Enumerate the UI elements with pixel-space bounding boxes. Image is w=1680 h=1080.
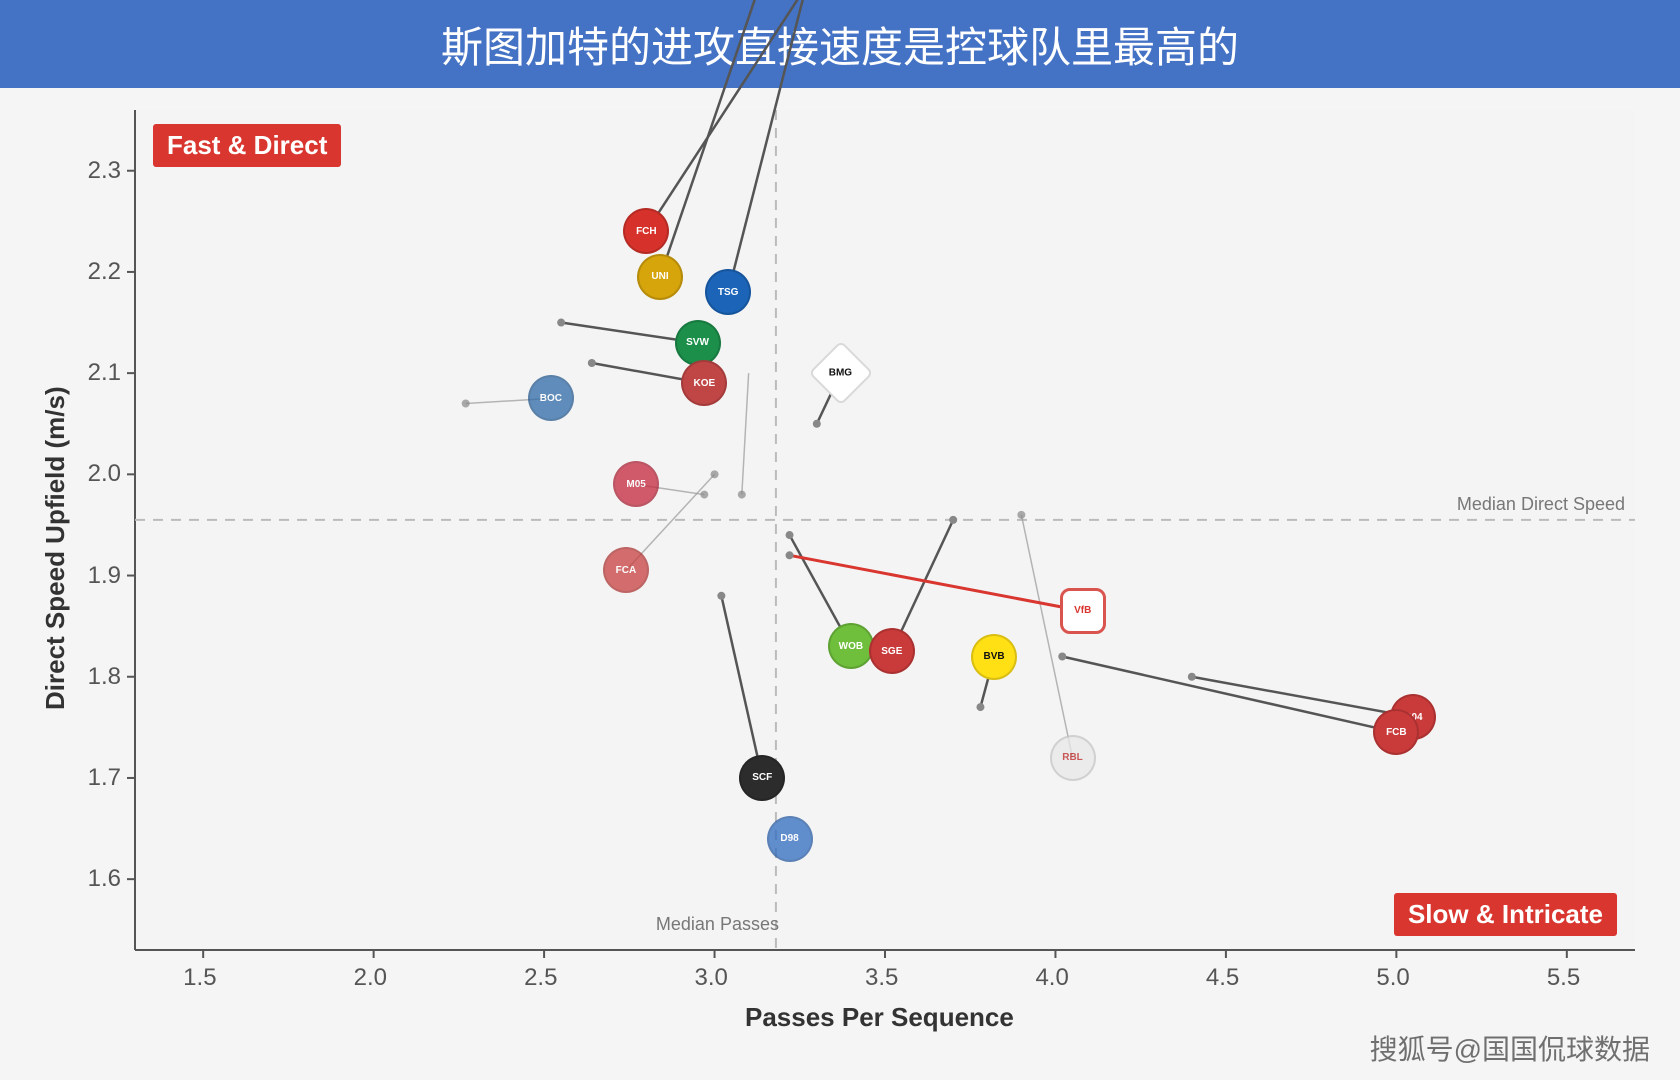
badge-slow-intricate: Slow & Intricate — [1394, 893, 1617, 936]
x-tick-label: 3.0 — [695, 964, 728, 992]
x-tick-label: 1.5 — [183, 964, 216, 992]
team-logo-darmstadt: D98 — [767, 816, 813, 862]
x-tick-label: 2.5 — [524, 964, 557, 992]
x-tick-label: 3.5 — [865, 964, 898, 992]
team-logo-dortmund: BVB — [971, 634, 1017, 680]
team-logo-union berlin: UNI — [637, 254, 683, 300]
y-tick-label: 1.8 — [88, 663, 121, 691]
y-tick-label: 1.6 — [88, 865, 121, 893]
y-tick-label: 2.0 — [88, 460, 121, 488]
y-tick-label: 2.3 — [88, 157, 121, 185]
team-logo-frankfurt: SGE — [869, 628, 915, 674]
x-tick-label: 5.0 — [1376, 964, 1409, 992]
y-tick-label: 1.9 — [88, 562, 121, 590]
team-logo-stuttgart: VfB — [1060, 588, 1106, 634]
team-logo-freiburg: SCF — [739, 755, 785, 801]
team-logo-bochum: BOC — [528, 375, 574, 421]
title-bar: 斯图加特的进攻直接速度是控球队里最高的 — [0, 0, 1680, 88]
team-logo-wolfsburg: WOB — [828, 623, 874, 669]
title-text: 斯图加特的进攻直接速度是控球队里最高的 — [441, 14, 1239, 75]
watermark: 搜狐号@国国侃球数据 — [1370, 1028, 1650, 1068]
badge-fast-direct: Fast & Direct — [153, 124, 341, 167]
median-passes-label: Median Passes — [656, 914, 779, 935]
x-tick-label: 5.5 — [1547, 964, 1580, 992]
y-axis-title: Direct Speed Upfield (m/s) — [40, 386, 71, 710]
team-logo-hoffenheim: TSG — [705, 269, 751, 315]
team-logo-bremen: SVW — [675, 320, 721, 366]
median-speed-label: Median Direct Speed — [1457, 494, 1625, 515]
plot-area — [135, 110, 1635, 950]
y-tick-label: 1.7 — [88, 764, 121, 792]
y-tick-label: 2.1 — [88, 359, 121, 387]
team-logo-leipzig: RBL — [1050, 735, 1096, 781]
x-tick-label: 4.5 — [1206, 964, 1239, 992]
y-tick-label: 2.2 — [88, 258, 121, 286]
x-tick-label: 4.0 — [1035, 964, 1068, 992]
x-axis-title: Passes Per Sequence — [745, 1002, 1014, 1033]
x-tick-label: 2.0 — [354, 964, 387, 992]
chart-root: 斯图加特的进攻直接速度是控球队里最高的 BOCM05FCAD98RBLFCHUN… — [0, 0, 1680, 1080]
